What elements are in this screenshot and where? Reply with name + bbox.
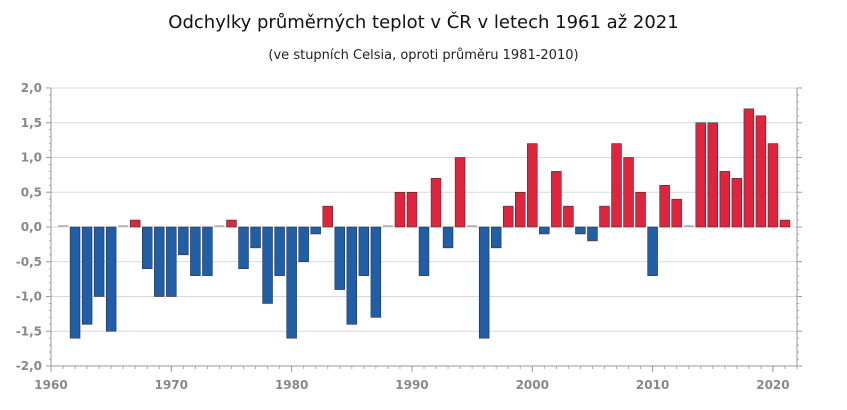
bar-1965 — [105, 226, 117, 332]
x-tick-label: 2010 — [636, 378, 669, 392]
x-tick-label: 1990 — [395, 378, 428, 392]
x-tick-label: 1980 — [275, 378, 308, 392]
x-tick-label: 2000 — [516, 378, 549, 392]
bar-2005 — [587, 226, 598, 242]
bar-1972 — [190, 226, 201, 276]
bar-1985 — [346, 226, 358, 325]
bar-2008 — [623, 157, 634, 228]
bar-2020 — [767, 143, 779, 228]
bar-1983 — [322, 205, 333, 228]
bar-2004 — [575, 226, 586, 235]
bar-1990 — [406, 191, 418, 228]
bar-2021 — [779, 219, 791, 228]
bar-1976 — [238, 226, 249, 270]
bar-1986 — [358, 226, 370, 276]
y-tick-label: 2,0 — [21, 81, 42, 95]
chart-title: Odchylky průměrných teplot v ČR v letech… — [168, 12, 679, 33]
y-tick-label: 0,0 — [21, 220, 42, 234]
y-tick-label: -1,0 — [16, 290, 42, 304]
bar-1967 — [129, 219, 141, 228]
bar-1978 — [262, 226, 273, 304]
bar-2011 — [659, 185, 670, 228]
axes-layer — [46, 87, 802, 372]
bar-2003 — [563, 205, 574, 228]
bar-1971 — [178, 226, 189, 256]
x-tick-label: 1970 — [155, 378, 188, 392]
y-tick-label: -2,0 — [16, 359, 42, 373]
bar-1975 — [226, 219, 237, 228]
bar-2018 — [743, 108, 755, 228]
chart-subtitle: (ve stupních Celsia, oproti průměru 1981… — [268, 48, 579, 63]
bar-1980 — [286, 226, 297, 339]
bar-2009 — [635, 191, 646, 228]
bar-1993 — [442, 226, 454, 249]
bar-1962 — [69, 226, 81, 339]
y-tick-label: 0,5 — [21, 185, 42, 199]
bar-1992 — [430, 178, 442, 228]
bar-1963 — [81, 226, 93, 325]
bar-1984 — [334, 226, 346, 290]
y-tick-label: 1,0 — [21, 151, 42, 165]
bar-1969 — [154, 226, 165, 297]
bars-layer — [58, 108, 791, 339]
bar-1997 — [490, 226, 502, 249]
x-tick-label: 1960 — [34, 378, 67, 392]
bar-2012 — [671, 198, 682, 228]
bar-2019 — [755, 115, 767, 228]
bar-1977 — [250, 226, 261, 249]
y-tick-label: -1,5 — [16, 324, 42, 338]
x-tick-label: 2020 — [756, 378, 789, 392]
bar-1973 — [202, 226, 213, 276]
bar-1970 — [166, 226, 177, 297]
bar-1996 — [478, 226, 490, 339]
bar-1979 — [274, 226, 285, 276]
bar-2006 — [599, 205, 610, 228]
bar-2015 — [707, 122, 719, 228]
bar-1989 — [394, 191, 406, 228]
bar-1994 — [454, 157, 466, 228]
bar-2007 — [611, 143, 622, 228]
bar-1981 — [298, 226, 309, 263]
bar-2014 — [695, 122, 706, 228]
y-tick-label: -0,5 — [16, 255, 42, 269]
bar-1991 — [418, 226, 430, 276]
bar-2017 — [731, 178, 743, 228]
bar-2001 — [539, 226, 550, 235]
bar-2010 — [647, 226, 658, 276]
y-tick-label: 1,5 — [21, 116, 42, 130]
labels-layer: 2,0 1,5 1,0 0,5 0,0 -0,5 -1,0 -1,5 -2,0 1960 1970 1… — [16, 81, 790, 392]
bar-1998 — [502, 205, 514, 228]
bar-2016 — [719, 171, 731, 228]
bar-2000 — [527, 143, 538, 228]
bar-1982 — [310, 226, 321, 235]
bar-1964 — [93, 226, 105, 297]
bar-1999 — [515, 191, 526, 228]
bar-1987 — [370, 226, 382, 318]
bar-1968 — [142, 226, 153, 270]
bar-2002 — [551, 171, 562, 228]
